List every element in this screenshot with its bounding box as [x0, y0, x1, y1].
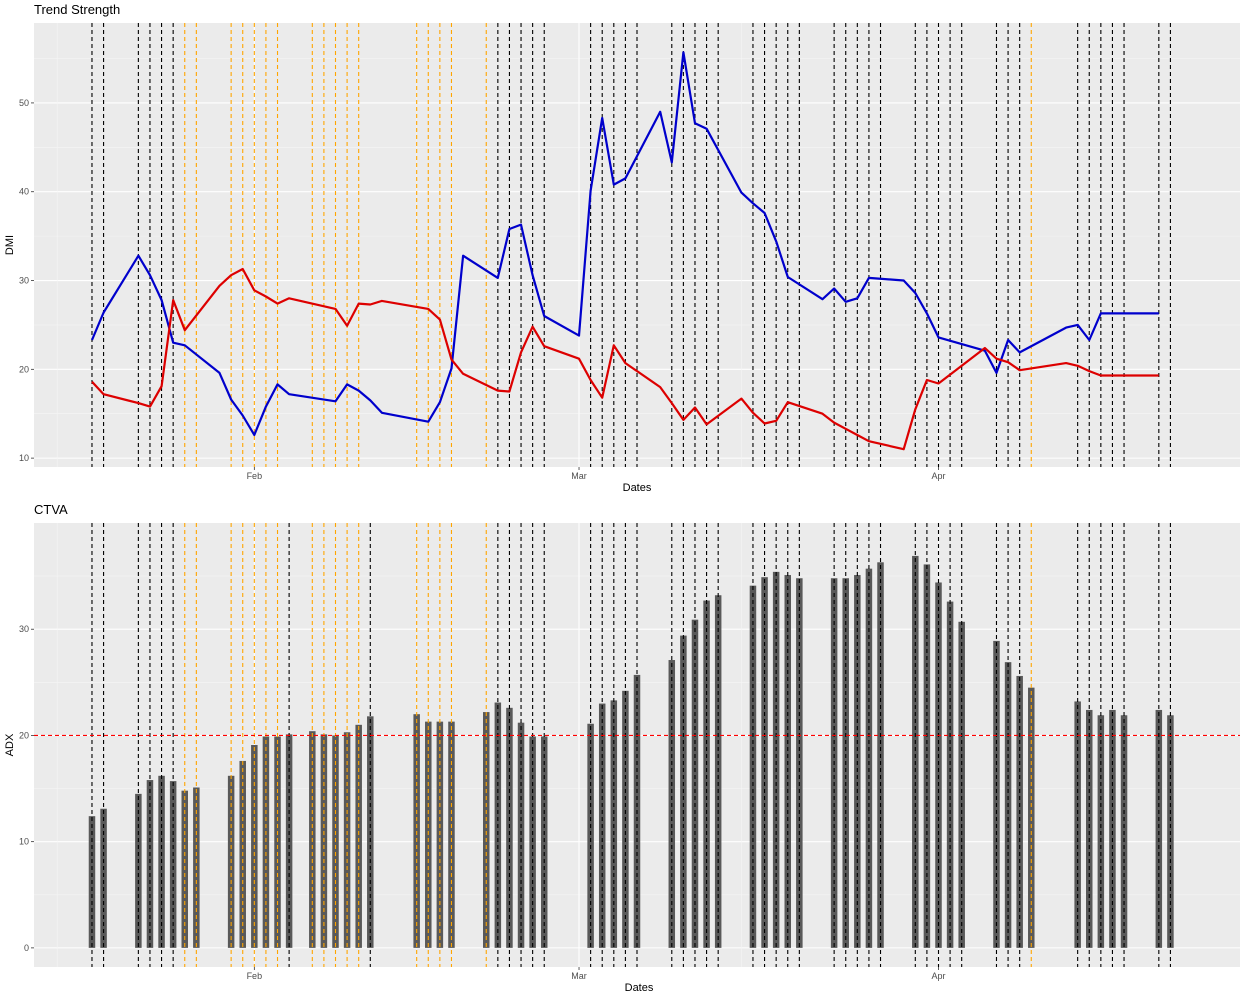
adx-bar — [865, 568, 873, 948]
adx-x-tick-labels: Feb Mar Apr — [247, 967, 946, 981]
adx-bar — [146, 780, 154, 948]
adx-bar — [483, 712, 490, 948]
adx-bar — [1155, 709, 1163, 948]
adx-marker-lines — [91, 523, 1171, 967]
adx-bar — [517, 722, 525, 948]
dmi-y-axis-label: DMI — [4, 235, 16, 255]
adx-bar — [587, 723, 594, 948]
adx-chart-title: CTVA — [34, 502, 68, 517]
adx-x-tick-label: Feb — [247, 971, 263, 981]
adx-bar — [935, 582, 942, 948]
dmi-chart-title: Trend Strength — [34, 2, 120, 17]
adx-bar — [274, 736, 281, 948]
dmi-y-tick-label: 20 — [19, 364, 29, 374]
adx-bar — [772, 571, 780, 948]
dmi-marker-lines — [91, 23, 1171, 467]
adx-bar — [540, 736, 548, 948]
adx-bar — [135, 793, 142, 948]
dmi-x-tick-label: Mar — [571, 471, 587, 481]
dmi-x-tick-label: Feb — [247, 471, 263, 481]
dmi-x-tick-labels: Feb Mar Apr — [247, 467, 946, 481]
adx-bar — [529, 736, 536, 948]
dmi-y-tick-label: 40 — [19, 187, 29, 197]
dmi-y-tick-labels: 10 20 30 40 50 — [19, 98, 34, 463]
adx-y-axis-label: ADX — [4, 733, 16, 756]
adx-bar — [1086, 709, 1093, 948]
adx-bar — [749, 585, 757, 948]
dmi-series-1-line — [91, 267, 1159, 451]
adx-bar — [946, 601, 954, 948]
dmi-series-lines — [90, 51, 1159, 451]
adx-bar — [703, 600, 710, 948]
dmi-y-tick-label: 50 — [19, 98, 29, 108]
adx-y-tick-label: 20 — [19, 730, 29, 740]
adx-x-tick-label: Mar — [571, 971, 587, 981]
dmi-x-tick-label: Apr — [931, 471, 945, 481]
dmi-panel: Trend Strength 10 20 30 40 50 Feb Mar Apr Date… — [4, 2, 1240, 494]
dmi-y-tick-label: 30 — [19, 276, 29, 286]
adx-bar — [993, 640, 1000, 948]
adx-bar — [355, 724, 362, 948]
adx-y-tick-label: 10 — [19, 837, 29, 847]
adx-panel: CTVA 0 10 20 30 Feb Mar Apr Dates ADX — [4, 502, 1240, 994]
adx-y-tick-label: 0 — [24, 943, 29, 953]
adx-y-tick-label: 30 — [19, 624, 29, 634]
adx-x-tick-label: Apr — [931, 971, 945, 981]
adx-bar — [262, 736, 270, 948]
adx-y-tick-labels: 0 10 20 30 — [19, 624, 34, 953]
dmi-y-tick-label: 10 — [19, 453, 29, 463]
adx-bar — [100, 808, 107, 948]
adx-bar — [1109, 709, 1116, 948]
adx-bar — [169, 781, 177, 948]
dmi-x-axis-label: Dates — [623, 482, 652, 494]
adx-bar — [912, 555, 919, 948]
dmi-series-0-line — [90, 51, 1159, 437]
adx-x-axis-label: Dates — [625, 982, 654, 994]
